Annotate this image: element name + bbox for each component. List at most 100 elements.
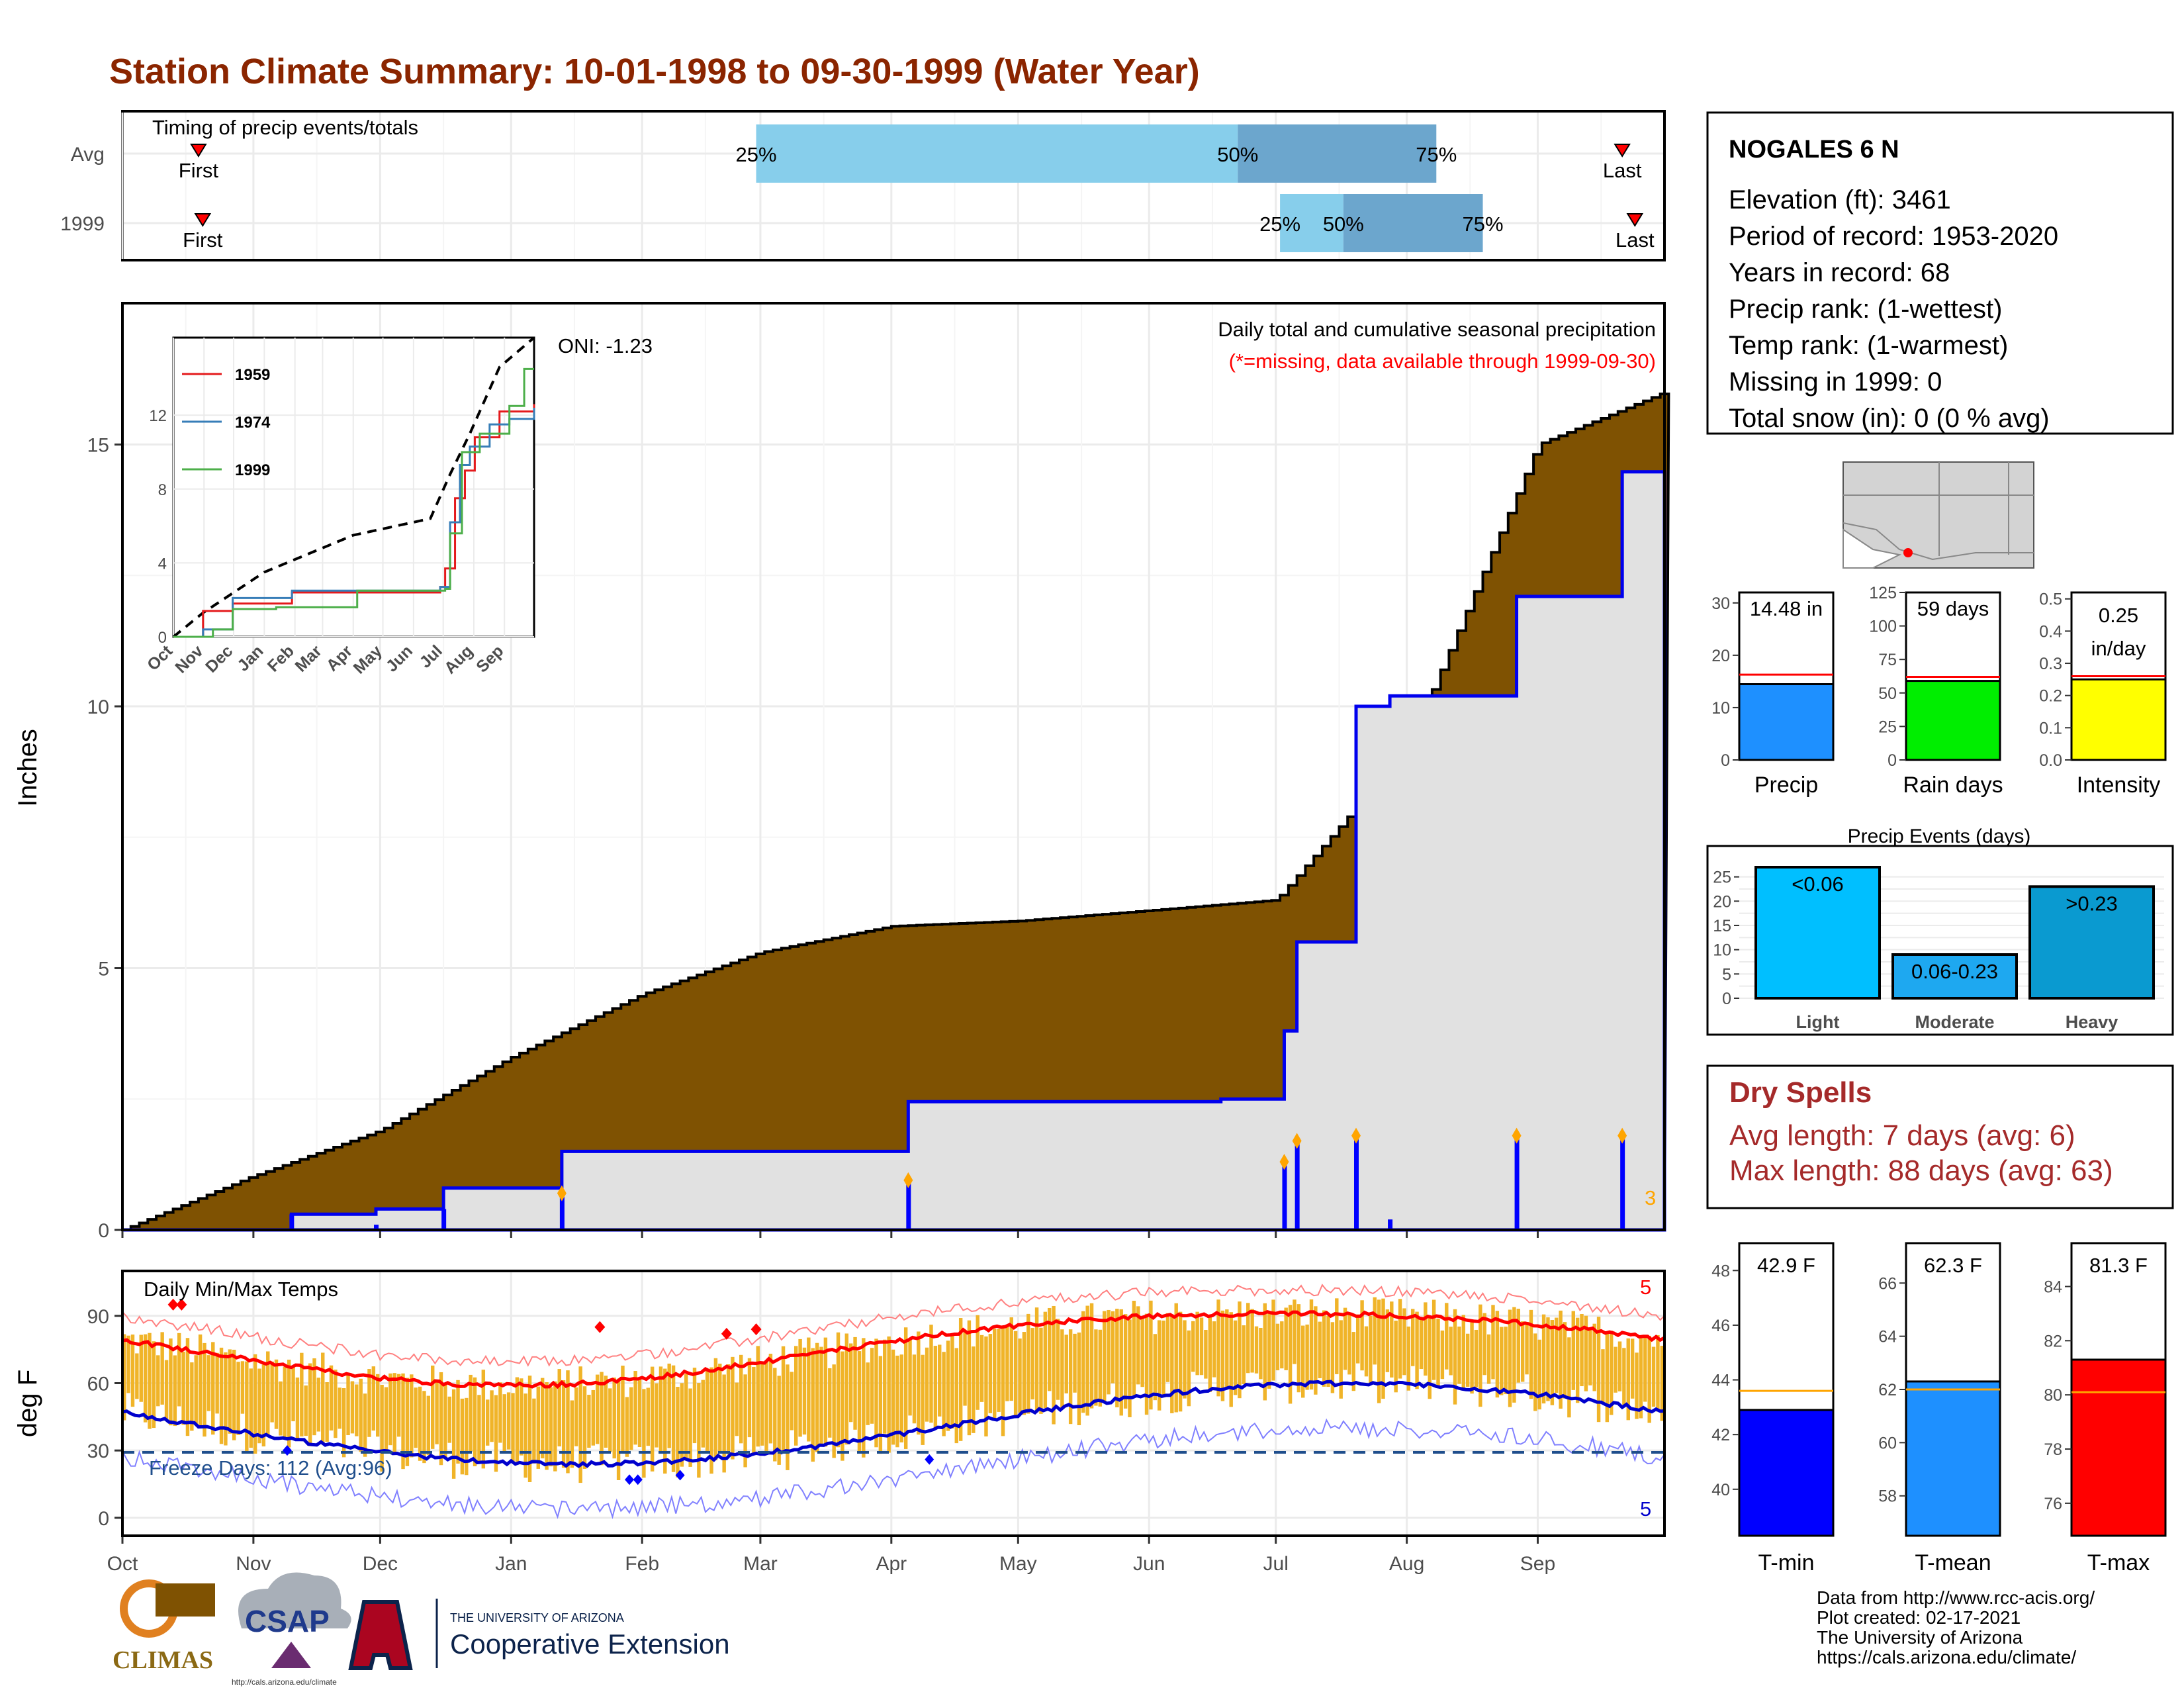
daily-temp-bar [1596, 1317, 1601, 1423]
daily-temp-bar [1436, 1318, 1440, 1386]
daily-temp-bar [1377, 1299, 1381, 1403]
daily-temp-bar [836, 1332, 841, 1448]
summary-bar-value: 0.25 [2099, 604, 2138, 627]
station-info-line: Period of record: 1953-2020 [1729, 222, 2058, 251]
summary-tick-label: 0.0 [2039, 751, 2062, 770]
timing-last-marker [1614, 144, 1631, 158]
daily-temp-bar [1259, 1327, 1263, 1380]
daily-temp-bar [629, 1387, 633, 1450]
daily-temp-bar [130, 1335, 135, 1407]
temp-summary-bar-t-max [2070, 1358, 2167, 1537]
daily-temp-bar [1461, 1315, 1466, 1391]
daily-temp-bar [1094, 1329, 1098, 1406]
summary-tick-label: 0.5 [2039, 590, 2062, 609]
events-tick-label: 10 [1713, 941, 1731, 960]
summary-bar-value: 59 days [1917, 597, 1989, 620]
daily-temp-bar [621, 1366, 625, 1454]
daily-temp-bar [1267, 1311, 1271, 1389]
record-low-marker [625, 1474, 635, 1485]
ua-logo: THE UNIVERSITY OF ARIZONA Cooperative Ex… [348, 1599, 730, 1670]
daily-temp-bar [1216, 1299, 1220, 1397]
daily-temp-bar [388, 1373, 392, 1446]
summary-tick-label: 0.3 [2039, 655, 2062, 673]
daily-temp-bar [1107, 1309, 1111, 1395]
events-bar-value: >0.23 [2066, 892, 2117, 915]
events-bar-label: Light [1796, 1012, 1840, 1032]
daily-temp-bar [469, 1374, 473, 1452]
dry-spells-box: Dry Spells Avg length: 7 days (avg: 6) M… [1706, 1064, 2174, 1209]
daily-temp-bar [1406, 1326, 1411, 1391]
daily-temp-bar [338, 1387, 341, 1429]
temp-panel: 0 30 60 90 Oct Nov Dec Jan Feb Mar Apr May Jun Jul Aug… [13, 1270, 1666, 1575]
timing-first-marker [194, 213, 212, 227]
daily-temp-bar [1550, 1320, 1555, 1405]
station-name: NOGALES 6 N [1729, 136, 1899, 164]
daily-temp-bar [295, 1377, 300, 1440]
record-high-marker [167, 1298, 179, 1311]
daily-temp-bar [1381, 1298, 1385, 1399]
daily-precip-bar [441, 1209, 447, 1230]
station-info-box: NOGALES 6 N Elevation (ft): 3461 Period o… [1706, 111, 2174, 435]
daily-temp-bar [764, 1360, 768, 1453]
daily-temp-bar [135, 1353, 139, 1399]
daily-temp-bar [1622, 1348, 1626, 1405]
daily-temp-bar [401, 1373, 405, 1470]
inset-legend-label: 1959 [235, 366, 270, 384]
daily-temp-bar [143, 1334, 148, 1423]
daily-temp-bar [1424, 1302, 1428, 1376]
inset-tick-label: 0 [158, 629, 167, 647]
daily-temp-bar [355, 1384, 359, 1436]
daily-temp-bar [954, 1348, 958, 1444]
daily-precip-bar [1282, 1162, 1287, 1230]
daily-temp-bar [1410, 1309, 1415, 1366]
events-tick-label: 15 [1713, 917, 1731, 935]
daily-temp-bar [1660, 1346, 1664, 1421]
daily-temp-bar [515, 1377, 520, 1462]
daily-temp-bar [912, 1354, 917, 1424]
daily-temp-bar [633, 1371, 637, 1445]
daily-temp-bar [291, 1366, 295, 1422]
daily-temp-bar [1157, 1320, 1161, 1411]
timing-q75-label: 75% [1462, 212, 1503, 236]
daily-temp-bar [1187, 1330, 1191, 1407]
temp-summary-tick-label: 58 [1878, 1487, 1897, 1506]
daily-temp-bar [532, 1398, 536, 1464]
daily-temp-bar [887, 1336, 891, 1453]
daily-temp-bar [465, 1397, 469, 1476]
freeze-days-label: Freeze Days: 112 (Avg:96) [149, 1456, 392, 1479]
daily-temp-bar [287, 1359, 291, 1448]
daily-temp-bar [261, 1364, 266, 1447]
daily-temp-bar [616, 1378, 621, 1481]
daily-temp-bar [853, 1336, 857, 1430]
temp-tick-label: 30 [87, 1440, 109, 1462]
daily-temp-bar [1026, 1313, 1030, 1414]
summary-tick-label: 50 [1878, 684, 1897, 703]
daily-temp-bar [540, 1378, 545, 1459]
daily-temp-bar [1651, 1346, 1656, 1407]
daily-temp-bar [1246, 1303, 1250, 1374]
csap-logo: CSAP http://cals.arizona.edu/climate [232, 1572, 351, 1687]
footer-line: Data from http://www.rcc-acis.org/ [1817, 1587, 2095, 1608]
temp-summary-value: 81.3 F [2089, 1254, 2148, 1277]
daily-temp-bar [1119, 1309, 1123, 1416]
month-label: Mar [743, 1553, 778, 1575]
extreme-marker [1617, 1127, 1627, 1144]
daily-temp-bar [1229, 1312, 1233, 1407]
daily-temp-bar [164, 1360, 169, 1421]
daily-temp-bar [1161, 1320, 1165, 1396]
daily-temp-bar [1428, 1316, 1432, 1399]
daily-temp-bar [1385, 1309, 1390, 1372]
extreme-marker [557, 1185, 567, 1201]
daily-temp-bar [667, 1363, 671, 1448]
month-label: Jul [1263, 1553, 1289, 1575]
daily-temp-bar [1208, 1316, 1212, 1392]
summary-tick-label: 30 [1711, 594, 1730, 613]
daily-temp-bar [566, 1370, 570, 1474]
daily-temp-bar [891, 1349, 895, 1445]
daily-temp-bar [224, 1352, 228, 1446]
daily-temp-bar [1043, 1311, 1048, 1409]
temp-summary-tick-label: 66 [1878, 1274, 1897, 1293]
daily-temp-bar [815, 1342, 819, 1452]
extreme-marker [903, 1172, 913, 1188]
footer: CLIMAS CSAP http://cals.arizona.edu/clim… [113, 1572, 2095, 1687]
